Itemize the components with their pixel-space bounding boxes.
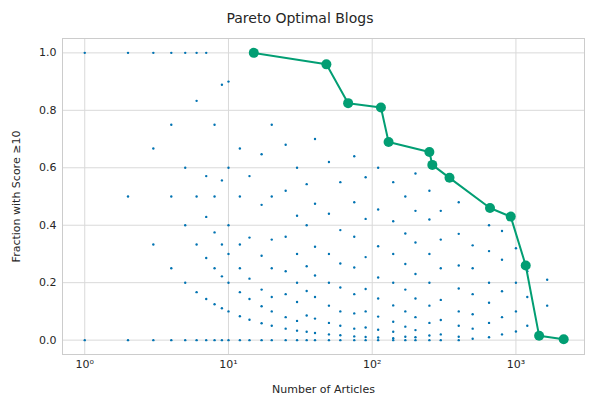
- svg-text:10²: 10²: [363, 358, 381, 371]
- svg-text:0.8: 0.8: [39, 104, 57, 117]
- svg-text:1.0: 1.0: [39, 46, 57, 59]
- svg-text:0.2: 0.2: [39, 276, 57, 289]
- svg-text:10³: 10³: [507, 358, 525, 371]
- svg-text:0.0: 0.0: [39, 334, 57, 347]
- html-text:Pareto Optimal Blogs: Pareto Optimal Blogs: [226, 10, 374, 26]
- svg-text:Fraction with Score ≥10: Fraction with Score ≥10: [10, 131, 23, 263]
- svg-text:0.4: 0.4: [39, 219, 57, 232]
- svg-text:10¹: 10¹: [219, 358, 237, 371]
- svg-text:10⁰: 10⁰: [76, 358, 95, 371]
- svg-text:0.6: 0.6: [39, 161, 57, 174]
- svg-text:Number of Articles: Number of Articles: [272, 383, 375, 396]
